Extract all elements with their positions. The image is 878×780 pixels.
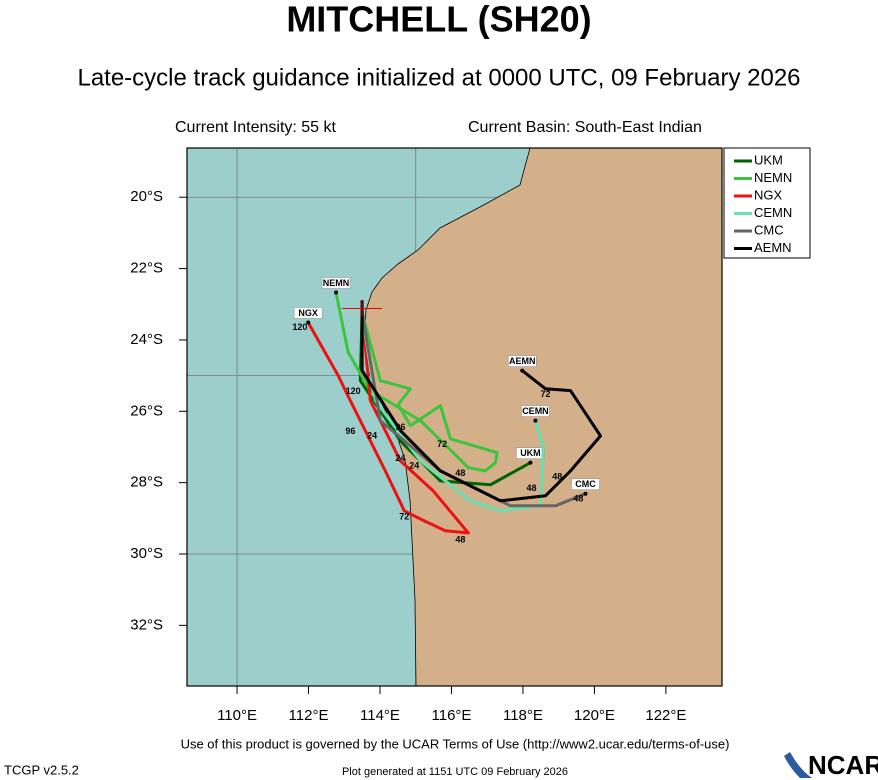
track-end (583, 491, 588, 496)
hour-label: 72 (437, 439, 447, 449)
axes: 110°E 112°E 114°E 116°E 118°E 120°E 122°E 20°S 2… (130, 188, 686, 724)
subtitle: Late-cycle track guidance initialized at… (77, 64, 800, 91)
x-tick-label: 122°E (645, 707, 686, 724)
x-tick-label: 120°E (574, 707, 615, 724)
legend-label: CEMN (754, 205, 792, 220)
track-end (306, 320, 311, 325)
hour-label: 120 (346, 386, 361, 396)
legend-label: CMC (754, 222, 784, 237)
track-label-box (321, 277, 351, 289)
x-tick-label: 114°E (360, 707, 400, 724)
track (306, 310, 470, 535)
version: TCGP v2.5.2 (4, 762, 79, 777)
legend-label: NGX (754, 187, 783, 202)
logo-mark (784, 752, 812, 778)
terms: Use of this product is governed by the U… (181, 736, 730, 751)
map-frame (186, 147, 723, 687)
x-tick-label: 112°E (289, 707, 329, 724)
track-label-box (507, 355, 537, 367)
y-tick-label: 32°S (130, 616, 163, 633)
hour-label: 24 (367, 430, 377, 440)
hour-label: 72 (540, 389, 550, 399)
track-label: AEMN (509, 356, 536, 366)
track-end (528, 460, 533, 465)
hour-label: 96 (395, 422, 405, 432)
track-label-box (521, 405, 550, 417)
hour-label: 48 (455, 468, 465, 478)
y-tick-label: 26°S (130, 402, 163, 419)
track-label-box (293, 307, 323, 319)
hour-label: 48 (573, 493, 583, 503)
hour-label: 24 (395, 453, 405, 463)
legend (723, 147, 811, 259)
logo: NCAR (808, 750, 878, 780)
hour-label: 72 (399, 511, 409, 521)
y-tick-label: 24°S (130, 331, 163, 348)
hour-label: 96 (345, 426, 355, 436)
tracks: UKM NEMN NGX CEMN CMC AEMN 120 120 96 24 96 72 24 24 4… (292, 277, 602, 544)
track (360, 300, 602, 503)
current-position (342, 300, 383, 317)
hour-label: 48 (552, 471, 562, 481)
legend-label: AEMN (754, 240, 792, 255)
track-label: UKM (520, 448, 541, 458)
track-end (520, 368, 525, 373)
hour-label: 24 (409, 460, 419, 470)
y-tick-label: 22°S (130, 260, 163, 277)
track (334, 292, 499, 473)
x-tick-label: 116°E (432, 707, 472, 724)
y-tick-label: 28°S (130, 474, 163, 491)
track-end (533, 418, 538, 423)
legend-label: NEMN (754, 170, 792, 185)
track-label-box (571, 478, 600, 490)
track (360, 312, 545, 513)
hour-label: 120 (292, 322, 307, 332)
current-basin: Current Basin: South-East Indian (468, 119, 702, 136)
current-intensity: Current Intensity: 55 kt (175, 119, 337, 136)
y-tick-label: 20°S (130, 188, 163, 205)
track-label: NEMN (323, 278, 350, 288)
track-label: CEMN (522, 406, 549, 416)
hour-label: 48 (455, 534, 465, 544)
x-tick-label: 110°E (217, 707, 257, 724)
track-label: NGX (298, 308, 318, 318)
x-tick-label: 118°E (503, 707, 543, 724)
y-tick-label: 30°S (130, 545, 163, 562)
track-end (334, 290, 339, 295)
legend-entries: UKM NEMN NGX CEMN CMC AEMN (734, 152, 792, 255)
title: MITCHELL (SH20) (286, 0, 591, 40)
hour-label: 48 (527, 483, 537, 493)
track-label: CMC (575, 479, 596, 489)
legend-label: UKM (754, 152, 783, 167)
generated: Plot generated at 1151 UTC 09 February 2… (342, 766, 568, 778)
